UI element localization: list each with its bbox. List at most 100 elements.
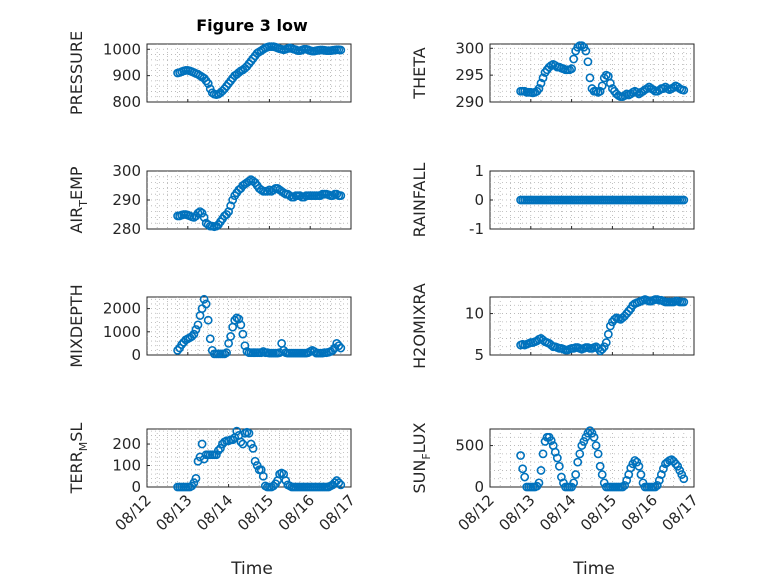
data-point <box>575 449 585 459</box>
data-point <box>679 195 689 205</box>
data-point <box>595 461 605 471</box>
data-point <box>610 314 619 324</box>
data-point <box>583 57 593 67</box>
data-point <box>636 470 646 479</box>
data-point <box>579 437 589 446</box>
x-tick-label: 08/16 <box>275 491 318 534</box>
data-point <box>595 86 605 96</box>
data-point <box>597 470 607 479</box>
figure-title: Figure 3 low <box>196 16 308 35</box>
data-point <box>269 481 278 491</box>
data-point <box>552 453 562 463</box>
data-point <box>652 480 662 490</box>
x-tick-label: 08/13 <box>152 491 195 534</box>
data-point <box>248 443 258 453</box>
data-point <box>256 185 266 195</box>
y-tick-label: 300 <box>112 162 141 180</box>
data-point <box>336 191 346 201</box>
data-point <box>228 435 238 445</box>
y-tick-label: 5 <box>474 346 484 364</box>
data-point <box>244 428 254 438</box>
data-point <box>624 306 634 316</box>
data-point <box>671 459 681 469</box>
data-point <box>632 87 642 97</box>
data-point <box>675 466 685 475</box>
data-point <box>201 299 211 309</box>
x-tick-label: 08/14 <box>193 491 236 534</box>
data-point <box>238 439 248 449</box>
data-point <box>232 426 242 436</box>
data-point <box>520 472 530 482</box>
data-point <box>585 73 595 83</box>
data-point <box>205 334 215 344</box>
x-tick-label: 08/12 <box>112 491 155 534</box>
data-point <box>605 78 615 88</box>
y-tick-label: 0 <box>131 346 141 364</box>
data-point <box>626 463 636 473</box>
data-point <box>597 81 607 91</box>
data-point <box>591 441 601 450</box>
x-tick-label: 08/15 <box>577 491 620 534</box>
data-point <box>187 332 197 341</box>
data-point <box>281 476 291 485</box>
data-point <box>262 186 272 196</box>
data-point <box>581 46 591 56</box>
y-tick-label: 290 <box>112 191 141 209</box>
y-tick-label: 500 <box>455 437 484 455</box>
data-point <box>587 428 597 438</box>
data-point <box>244 176 254 186</box>
data-point <box>605 321 615 331</box>
data-point <box>334 341 344 351</box>
data-point <box>583 428 593 438</box>
data-point <box>328 345 338 355</box>
x-tick-label: 08/17 <box>659 491 702 534</box>
data-point <box>269 185 278 195</box>
data-point <box>669 83 678 92</box>
data-point <box>679 474 689 484</box>
data-point <box>618 482 627 492</box>
data-point <box>573 457 583 467</box>
data-point <box>199 294 209 304</box>
y-tick-label: 100 <box>112 457 141 475</box>
data-point <box>642 84 652 93</box>
data-point <box>585 426 595 436</box>
data-point <box>569 54 579 64</box>
data-point <box>679 297 689 307</box>
data-point <box>634 461 644 471</box>
data-point <box>630 456 640 465</box>
data-point <box>536 466 546 475</box>
data-point <box>632 457 642 467</box>
data-point <box>285 191 295 201</box>
data-point <box>650 482 660 492</box>
data-point <box>679 85 689 95</box>
data-point <box>554 461 564 471</box>
y-axis-label: H2OMIXRA <box>410 283 429 369</box>
y-tick-label: 900 <box>112 67 141 85</box>
data-point <box>534 84 544 93</box>
data-point <box>236 437 246 447</box>
y-tick-label: 280 <box>112 220 141 238</box>
data-point <box>603 329 613 339</box>
data-point <box>336 45 346 55</box>
data-point <box>258 471 268 481</box>
y-tick-label: 800 <box>112 93 141 111</box>
data-point <box>191 474 201 483</box>
data-point <box>573 42 583 52</box>
y-axis-label: AIRTEMP <box>67 166 90 233</box>
y-axis-label: RAINFALL <box>410 163 429 238</box>
data-point <box>538 73 548 83</box>
x-tick-label: 08/13 <box>495 491 538 534</box>
data-point <box>518 464 528 474</box>
data-point <box>315 191 325 201</box>
data-point <box>569 478 579 488</box>
data-point <box>659 84 668 93</box>
data-point <box>677 470 687 479</box>
data-point <box>597 344 607 354</box>
x-tick-label: 08/12 <box>455 491 498 534</box>
y-tick-label: 10 <box>465 305 484 323</box>
data-point <box>203 315 213 325</box>
